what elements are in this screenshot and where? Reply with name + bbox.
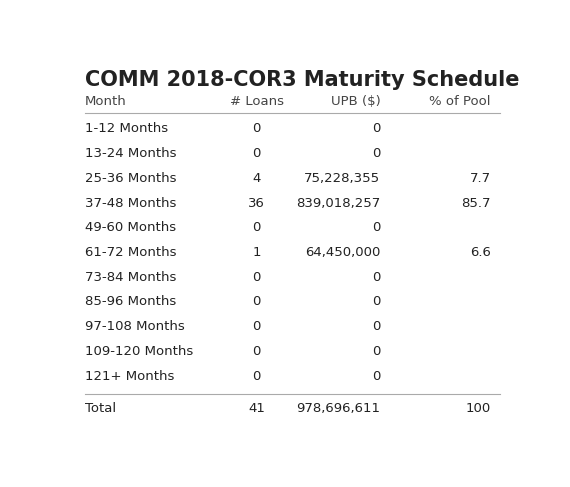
Text: 97-108 Months: 97-108 Months [84,320,184,333]
Text: 0: 0 [372,345,381,358]
Text: 75,228,355: 75,228,355 [304,172,381,185]
Text: 121+ Months: 121+ Months [84,370,174,383]
Text: UPB ($): UPB ($) [331,95,381,108]
Text: 36: 36 [249,197,265,209]
Text: 0: 0 [372,147,381,160]
Text: 978,696,611: 978,696,611 [296,402,381,415]
Text: % of Pool: % of Pool [429,95,491,108]
Text: 49-60 Months: 49-60 Months [84,221,176,234]
Text: 0: 0 [372,122,381,135]
Text: 839,018,257: 839,018,257 [296,197,381,209]
Text: 0: 0 [372,320,381,333]
Text: 13-24 Months: 13-24 Months [84,147,176,160]
Text: 0: 0 [253,320,261,333]
Text: 41: 41 [249,402,265,415]
Text: 64,450,000: 64,450,000 [305,246,381,259]
Text: 0: 0 [253,147,261,160]
Text: Month: Month [84,95,126,108]
Text: 85.7: 85.7 [461,197,491,209]
Text: 1: 1 [253,246,261,259]
Text: 85-96 Months: 85-96 Months [84,296,176,308]
Text: 4: 4 [253,172,261,185]
Text: # Loans: # Loans [230,95,284,108]
Text: 0: 0 [253,345,261,358]
Text: 25-36 Months: 25-36 Months [84,172,176,185]
Text: 1-12 Months: 1-12 Months [84,122,168,135]
Text: COMM 2018-COR3 Maturity Schedule: COMM 2018-COR3 Maturity Schedule [84,70,519,90]
Text: 0: 0 [253,296,261,308]
Text: 0: 0 [372,221,381,234]
Text: 73-84 Months: 73-84 Months [84,271,176,284]
Text: 61-72 Months: 61-72 Months [84,246,176,259]
Text: 0: 0 [253,221,261,234]
Text: 7.7: 7.7 [470,172,491,185]
Text: 100: 100 [466,402,491,415]
Text: Total: Total [84,402,116,415]
Text: 37-48 Months: 37-48 Months [84,197,176,209]
Text: 0: 0 [372,296,381,308]
Text: 6.6: 6.6 [470,246,491,259]
Text: 0: 0 [253,122,261,135]
Text: 0: 0 [253,271,261,284]
Text: 0: 0 [372,271,381,284]
Text: 109-120 Months: 109-120 Months [84,345,193,358]
Text: 0: 0 [253,370,261,383]
Text: 0: 0 [372,370,381,383]
